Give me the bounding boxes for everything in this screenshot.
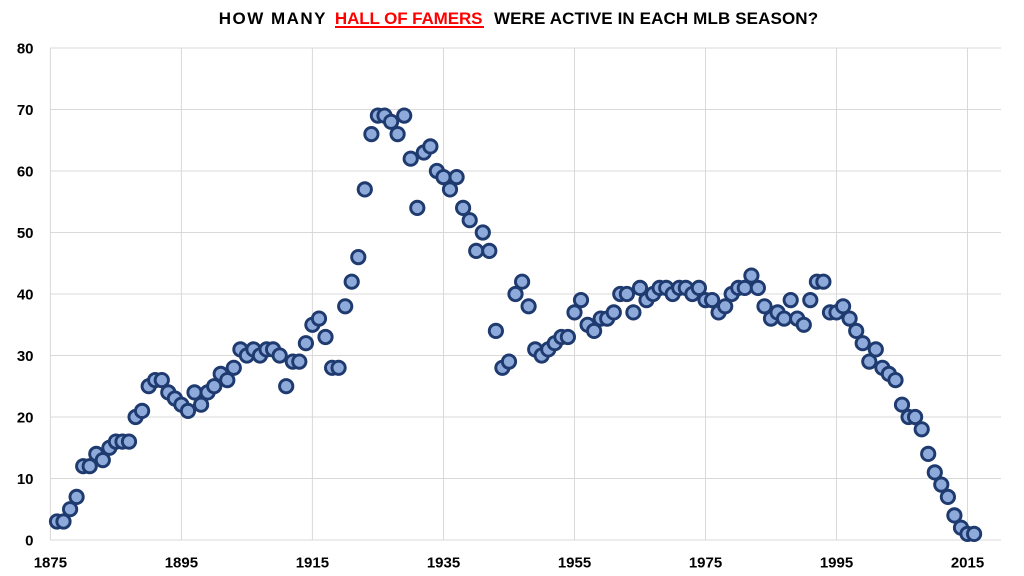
svg-text:1955: 1955 [558,555,591,572]
svg-text:1915: 1915 [296,555,329,572]
svg-text:0: 0 [25,532,33,549]
svg-text:30: 30 [17,348,34,365]
svg-text:20: 20 [17,409,34,426]
svg-text:40: 40 [17,286,34,303]
svg-text:1895: 1895 [165,555,198,572]
svg-text:10: 10 [17,471,34,488]
svg-text:50: 50 [17,225,34,242]
svg-text:70: 70 [17,102,34,119]
svg-text:80: 80 [17,40,34,57]
svg-text:1875: 1875 [34,555,67,572]
svg-text:1935: 1935 [427,555,460,572]
svg-text:1995: 1995 [820,555,853,572]
svg-text:2015: 2015 [951,555,984,572]
svg-text:60: 60 [17,163,34,180]
svg-text:1975: 1975 [689,555,722,572]
